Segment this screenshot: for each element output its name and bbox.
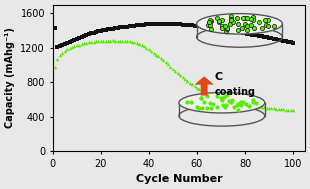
Text: C: C	[214, 72, 222, 82]
Ellipse shape	[197, 14, 282, 34]
Y-axis label: Capacity (mAhg⁻¹): Capacity (mAhg⁻¹)	[5, 27, 15, 128]
Text: coating: coating	[214, 87, 255, 97]
X-axis label: Cycle Number: Cycle Number	[135, 174, 222, 184]
Ellipse shape	[179, 92, 265, 113]
